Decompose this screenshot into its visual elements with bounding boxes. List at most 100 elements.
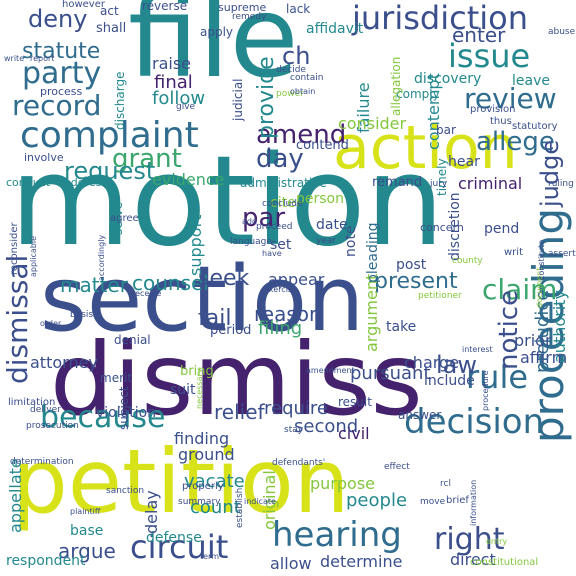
word-basis: basis bbox=[70, 310, 94, 320]
word-hearing: hearing bbox=[272, 515, 402, 555]
word-move: move bbox=[420, 497, 446, 507]
word-consider: consider bbox=[338, 114, 407, 133]
word-plaintiff: plaintiff bbox=[70, 507, 101, 516]
word-contend: contend bbox=[296, 138, 349, 153]
word-issue: issue bbox=[448, 37, 531, 75]
word-violation: violation bbox=[96, 405, 157, 421]
word-obtain: obtain bbox=[290, 87, 316, 96]
word-sanction: sanction bbox=[106, 486, 145, 496]
word-properly: properly bbox=[182, 481, 224, 492]
word-right: right bbox=[434, 522, 505, 557]
word-circuit: circuit bbox=[130, 528, 229, 566]
word-criminal: criminal bbox=[458, 174, 523, 193]
word-indicate: indicate bbox=[244, 497, 276, 506]
word-write: write bbox=[4, 54, 25, 63]
word-purpose: purpose bbox=[310, 474, 375, 493]
word-dismiss: dismiss bbox=[50, 321, 423, 438]
word-limitation: limitation bbox=[8, 397, 56, 408]
word-judicial: judicial bbox=[231, 78, 245, 121]
word-decision: decision bbox=[404, 402, 545, 442]
word-count: count bbox=[190, 497, 241, 518]
word-information: information bbox=[469, 480, 478, 527]
word-agree: agree bbox=[110, 213, 139, 224]
word-thus: thus bbox=[490, 116, 512, 127]
word-delay: delay bbox=[142, 490, 161, 534]
word-appellate: appellate bbox=[6, 458, 25, 533]
word-post: post bbox=[396, 257, 427, 273]
word-shall: shall bbox=[96, 21, 127, 36]
word-ruling: ruling bbox=[548, 179, 574, 189]
word-fail: fail bbox=[198, 306, 232, 331]
word-civil: civil bbox=[338, 424, 370, 443]
word-apply: apply bbox=[200, 25, 234, 39]
word-county: county bbox=[452, 256, 483, 266]
word-concern: concern bbox=[420, 221, 464, 234]
word-review: review bbox=[464, 82, 557, 115]
word-follow: follow bbox=[152, 88, 206, 109]
word-denial: denial bbox=[114, 333, 151, 347]
word-base: base bbox=[70, 523, 104, 539]
word-exercise: exercise bbox=[264, 285, 298, 294]
word-entry: entry bbox=[486, 537, 508, 546]
word-prosecution: prosecution bbox=[26, 421, 79, 431]
word-reverse: reverse bbox=[142, 0, 188, 13]
word-section: section bbox=[40, 247, 365, 352]
word-argument: argument bbox=[362, 274, 381, 353]
word-language: language bbox=[230, 237, 272, 247]
word-request: request bbox=[64, 157, 156, 185]
word-respondent: respondent bbox=[6, 553, 86, 569]
word-give: give bbox=[176, 102, 196, 112]
word-matter: matter bbox=[60, 273, 128, 297]
word-amendment: amendment bbox=[306, 366, 355, 375]
word-answer: answer bbox=[398, 408, 442, 422]
word-remand: remand bbox=[372, 175, 423, 190]
word-supreme: supreme bbox=[218, 1, 267, 14]
word-provide: provide bbox=[254, 56, 279, 139]
word-evidence: evidence bbox=[152, 170, 225, 189]
word-present: present bbox=[374, 269, 458, 294]
word-result: result bbox=[338, 395, 372, 409]
word-determine: determine bbox=[320, 552, 403, 571]
word-provision: provision bbox=[470, 104, 516, 115]
word-add: add bbox=[242, 217, 258, 226]
word-administrative: administrative bbox=[240, 176, 327, 190]
word-jurisdiction: jurisdiction bbox=[352, 0, 528, 37]
word-establish: establish bbox=[235, 488, 245, 529]
word-contain: contain bbox=[290, 73, 324, 83]
word-cite: cite bbox=[270, 195, 296, 211]
word-lack: lack bbox=[286, 2, 311, 16]
word-allege: allege bbox=[476, 127, 555, 157]
word-bar: bar bbox=[436, 123, 456, 137]
word-relief: relief bbox=[214, 400, 265, 424]
word-affidavit: affidavit bbox=[306, 21, 364, 37]
word-leave: leave bbox=[512, 73, 550, 89]
word-discharge: discharge bbox=[113, 72, 127, 131]
word-record: record bbox=[12, 89, 102, 122]
word-deny: deny bbox=[28, 5, 88, 33]
word-argue: argue bbox=[58, 539, 116, 563]
word-act: act bbox=[100, 4, 119, 18]
word-action: action bbox=[333, 113, 518, 183]
word-set: set bbox=[270, 237, 292, 253]
word-filing: filing bbox=[258, 318, 303, 339]
word-pend: pend bbox=[484, 221, 520, 237]
word-finding: finding bbox=[174, 429, 230, 448]
word-accordingly: accordingly bbox=[97, 235, 106, 282]
word-reconsider: reconsider bbox=[9, 222, 20, 275]
word-rule: rule bbox=[466, 358, 529, 396]
word-party: party bbox=[22, 56, 102, 91]
word-petition: petition bbox=[12, 430, 350, 533]
word-conclude: conclude bbox=[262, 199, 303, 209]
word-vacate: vacate bbox=[184, 471, 245, 492]
word-motion: motion bbox=[10, 130, 445, 274]
word-par: par bbox=[242, 203, 286, 233]
word-people: people bbox=[346, 490, 408, 511]
word-enter: enter bbox=[452, 23, 506, 47]
word-year: year bbox=[316, 236, 337, 246]
word-charge: charge bbox=[404, 353, 460, 372]
word-report: report bbox=[30, 54, 55, 63]
word-stay: stay bbox=[284, 425, 304, 435]
word-constitute: constitute bbox=[537, 240, 546, 281]
word-timely: timely bbox=[435, 158, 449, 196]
